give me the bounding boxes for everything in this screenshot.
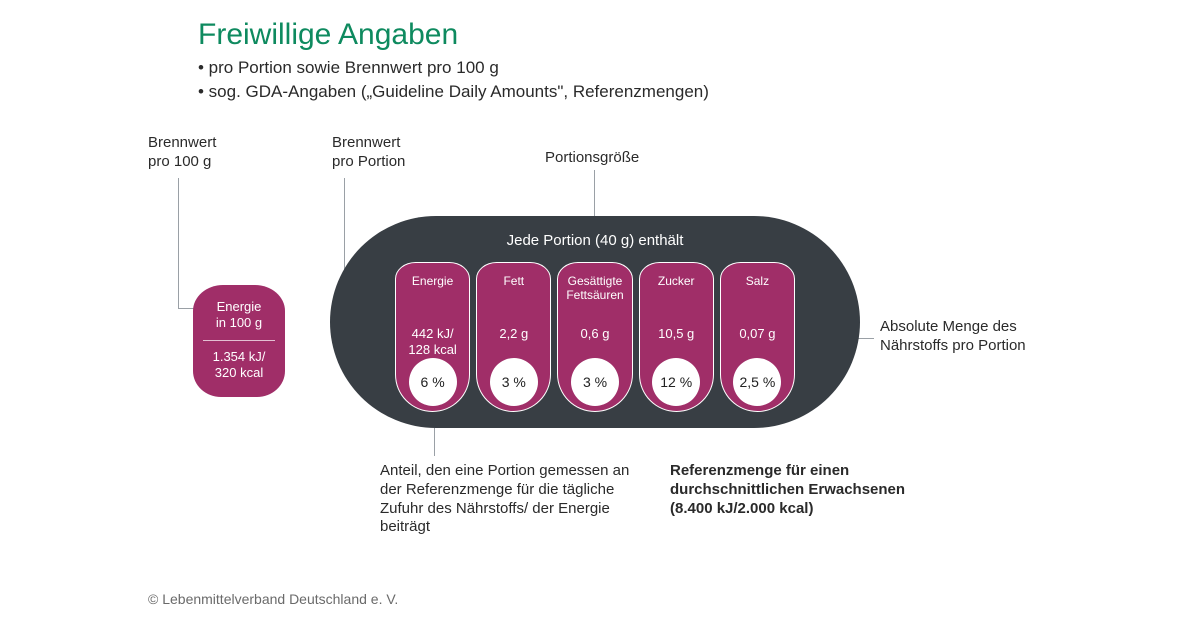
badge-name: Salz bbox=[716, 274, 799, 288]
badge-amount: 10,5 g bbox=[635, 326, 718, 342]
bullet-1: • pro Portion sowie Brennwert pro 100 g bbox=[198, 58, 499, 78]
label-referenzmenge: Referenzmenge für einen durchschnittlich… bbox=[670, 462, 910, 518]
lozenge-divider bbox=[203, 340, 275, 341]
label-portionsgroesse: Portionsgröße bbox=[545, 149, 639, 168]
lozenge-100g-value: 1.354 kJ/320 kcal bbox=[193, 349, 285, 383]
connector bbox=[178, 178, 179, 308]
page-title: Freiwillige Angaben bbox=[198, 18, 458, 52]
bullet-2: • sog. GDA-Angaben („Guideline Daily Amo… bbox=[198, 82, 709, 102]
badge-zucker: Zucker 10,5 g 12 % bbox=[635, 262, 718, 412]
badge-pct: 12 % bbox=[652, 358, 700, 406]
badge-pct: 2,5 % bbox=[733, 358, 781, 406]
badge-amount: 0,6 g bbox=[553, 326, 636, 342]
badge-name: Zucker bbox=[635, 274, 718, 288]
badge-amount: 2,2 g bbox=[472, 326, 555, 342]
badge-energie: Energie 442 kJ/128 kcal 6 % bbox=[391, 262, 474, 412]
connector bbox=[178, 308, 194, 309]
lozenge-energy-100g: Energiein 100 g 1.354 kJ/320 kcal bbox=[193, 285, 285, 397]
badge-salz: Salz 0,07 g 2,5 % bbox=[716, 262, 799, 412]
label-brennwert-100g: Brennwertpro 100 g bbox=[148, 134, 216, 172]
badge-fett: Fett 2,2 g 3 % bbox=[472, 262, 555, 412]
badge-name: Gesättigte Fettsäuren bbox=[553, 274, 636, 303]
badge-name: Fett bbox=[472, 274, 555, 288]
badge-pct: 3 % bbox=[490, 358, 538, 406]
lozenge-100g-label: Energiein 100 g bbox=[193, 285, 285, 332]
gda-panel: Jede Portion (40 g) enthält Energie 442 … bbox=[330, 216, 860, 428]
label-anteil: Anteil, den eine Portion gemessen an der… bbox=[380, 462, 640, 537]
badge-pct: 6 % bbox=[409, 358, 457, 406]
badges-row: Energie 442 kJ/128 kcal 6 % Fett 2,2 g 3… bbox=[392, 262, 798, 412]
badge-pct: 3 % bbox=[571, 358, 619, 406]
badge-amount: 442 kJ/128 kcal bbox=[391, 326, 474, 359]
badge-name: Energie bbox=[391, 274, 474, 288]
label-brennwert-portion: Brennwertpro Portion bbox=[332, 134, 405, 172]
panel-title: Jede Portion (40 g) enthält bbox=[330, 232, 860, 249]
badge-gesaettigte: Gesättigte Fettsäuren 0,6 g 3 % bbox=[553, 262, 636, 412]
label-absolute-menge: Absolute Menge des Nährstoffs pro Portio… bbox=[880, 318, 1050, 356]
badge-amount: 0,07 g bbox=[716, 326, 799, 342]
copyright: © Lebenmittelverband Deutschland e. V. bbox=[148, 591, 398, 607]
